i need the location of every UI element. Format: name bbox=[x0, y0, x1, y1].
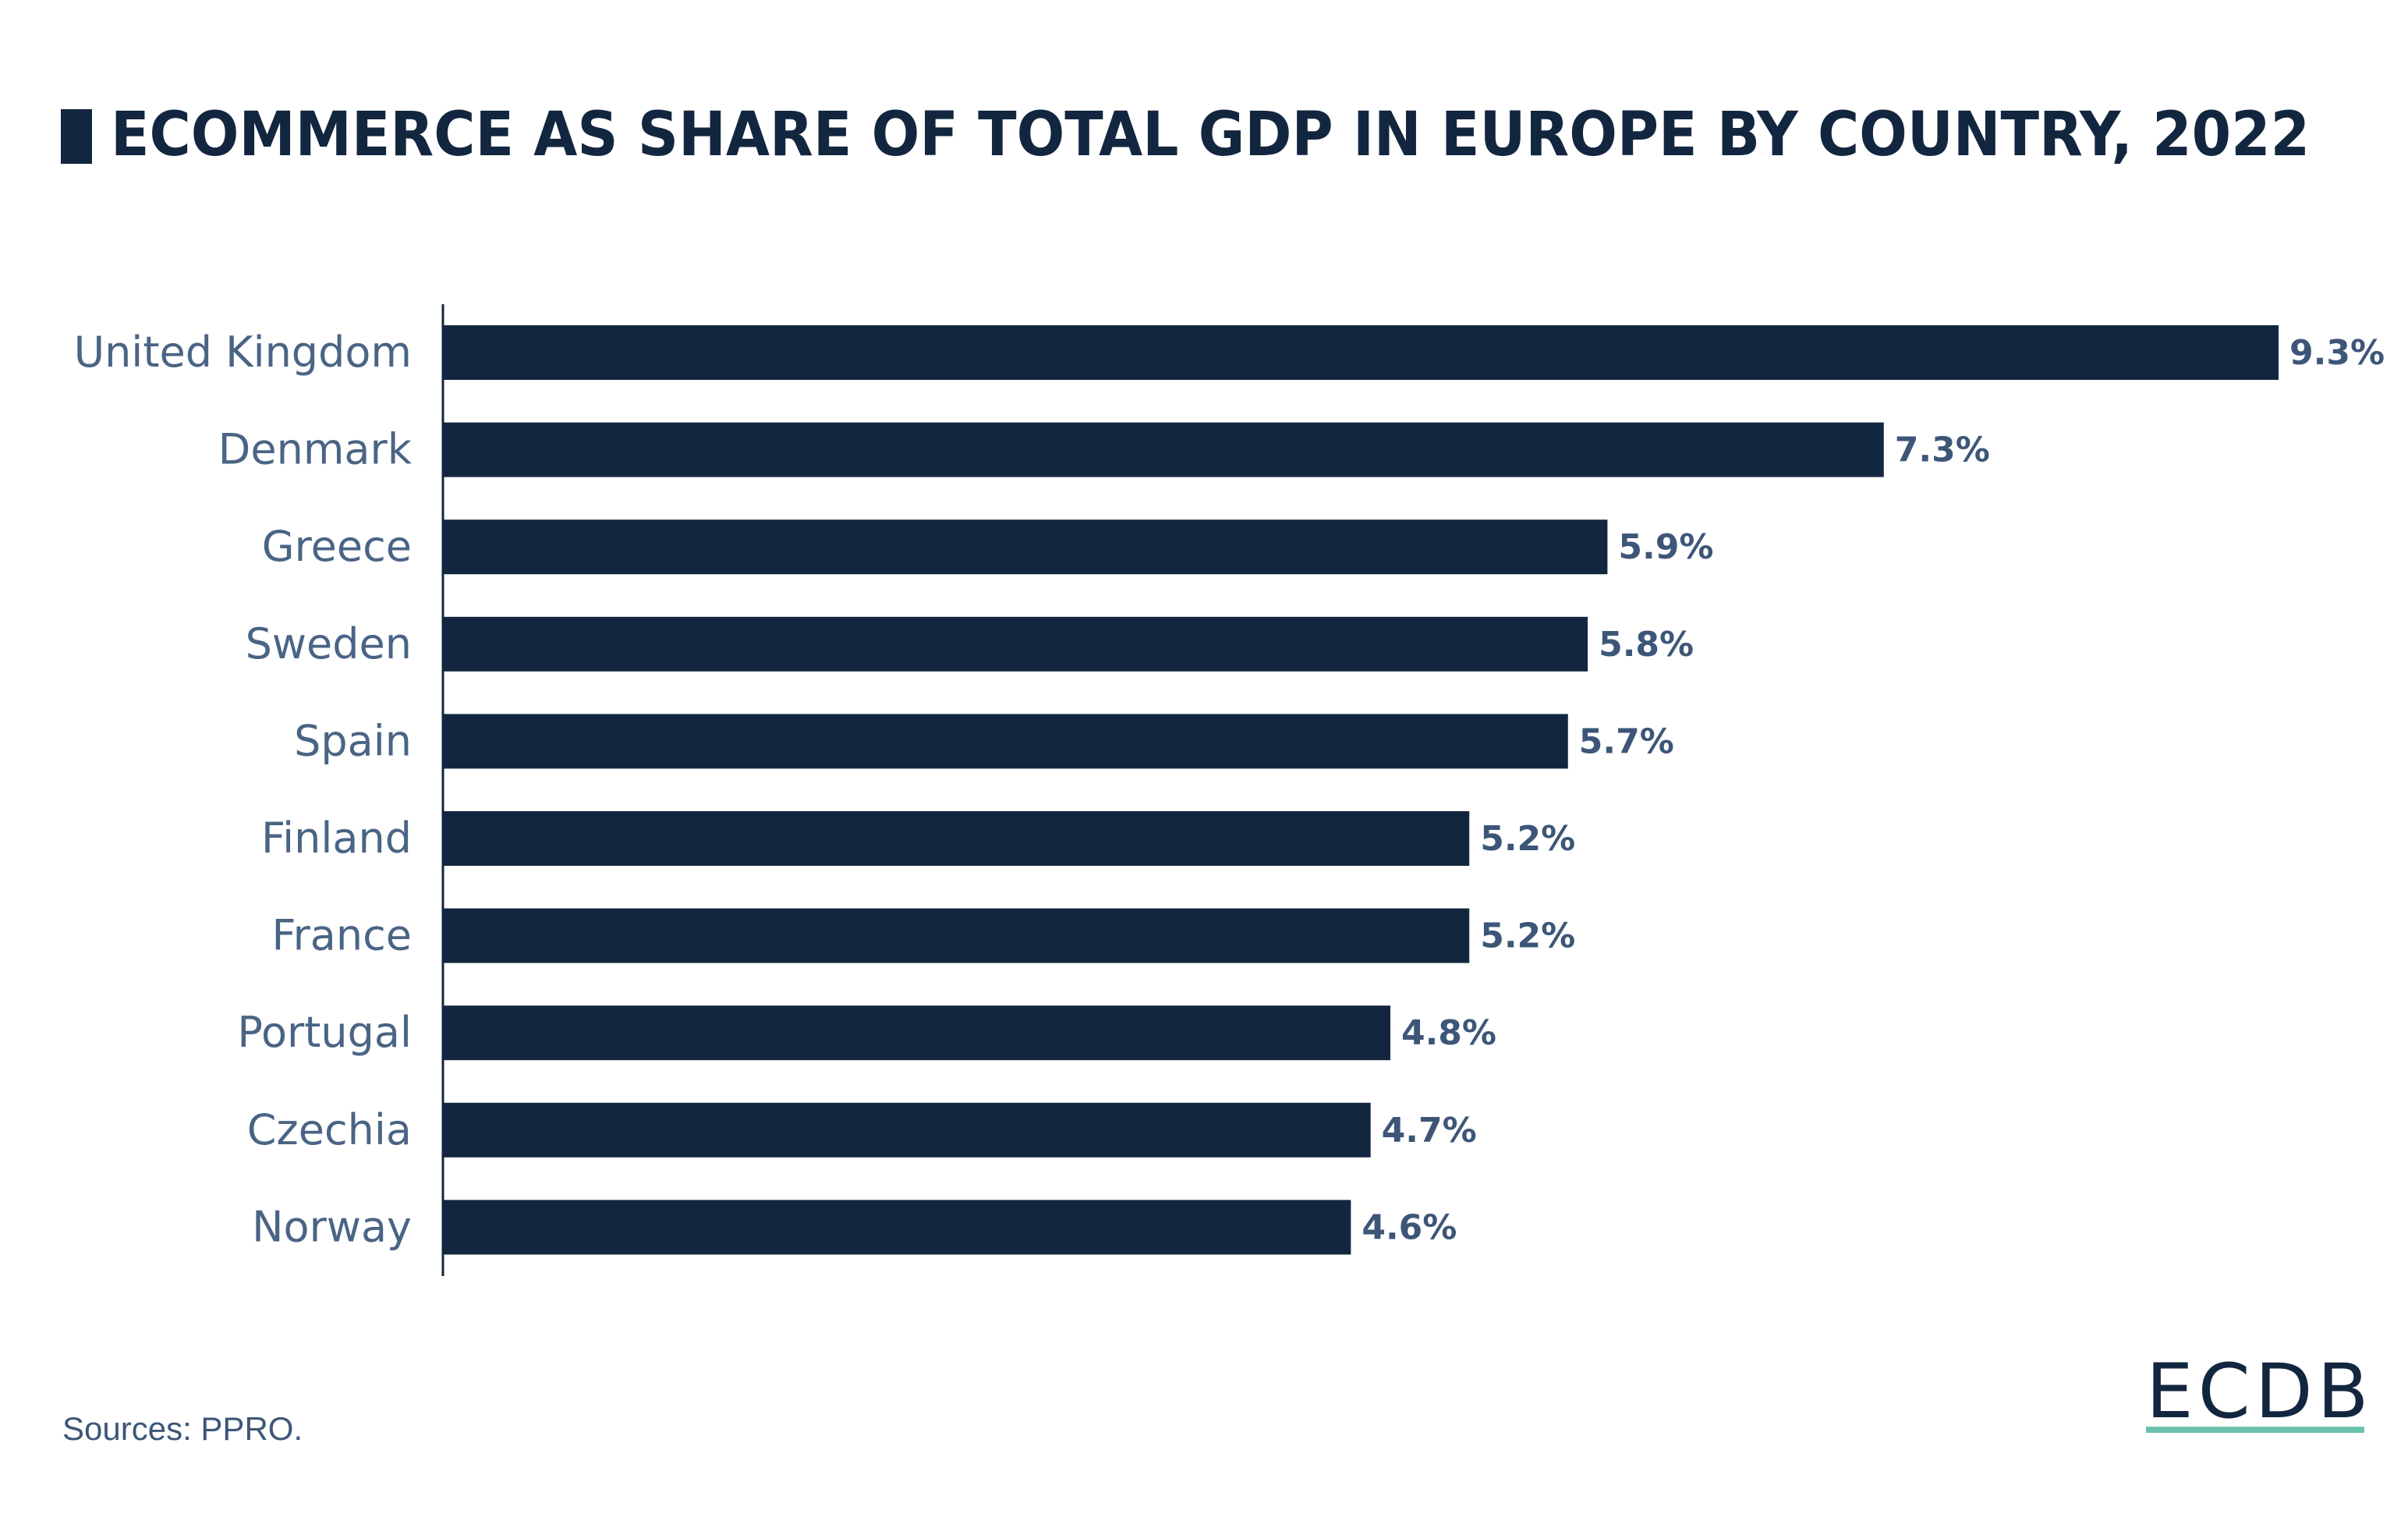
bar-czechia bbox=[443, 1102, 1371, 1158]
category-label: United Kingdom bbox=[74, 328, 412, 377]
bar-sweden bbox=[443, 616, 1588, 672]
category-label: Sweden bbox=[246, 619, 412, 668]
bar-finland bbox=[443, 811, 1470, 866]
value-label: 5.2% bbox=[1480, 916, 1575, 956]
category-label: Finland bbox=[261, 814, 412, 863]
bar-portugal bbox=[443, 1005, 1390, 1061]
bar-norway bbox=[443, 1200, 1351, 1255]
category-label: Greece bbox=[262, 522, 412, 571]
category-label: France bbox=[271, 911, 412, 960]
bar-france bbox=[443, 908, 1470, 963]
value-label: 5.2% bbox=[1480, 819, 1575, 859]
category-label: Portugal bbox=[237, 1008, 412, 1057]
value-label: 5.7% bbox=[1579, 722, 1674, 761]
value-label: 5.9% bbox=[1618, 527, 1713, 567]
category-label: Czechia bbox=[247, 1105, 412, 1154]
bar-denmark bbox=[443, 422, 1884, 477]
bar-greece bbox=[443, 519, 1608, 575]
category-label: Spain bbox=[294, 716, 412, 765]
title-marker bbox=[61, 109, 92, 164]
sources-note: Sources: PPRO. bbox=[62, 1410, 303, 1447]
value-label: 4.7% bbox=[1382, 1111, 1477, 1150]
ecdb-logo: ECDB bbox=[2146, 1348, 2374, 1435]
value-label: 9.3% bbox=[2289, 333, 2385, 373]
category-label: Norway bbox=[252, 1202, 412, 1251]
value-label: 4.6% bbox=[1362, 1207, 1457, 1247]
value-label: 5.8% bbox=[1599, 625, 1694, 665]
value-label: 7.3% bbox=[1895, 431, 1990, 470]
bar-spain bbox=[443, 714, 1568, 769]
bar-united-kingdom bbox=[443, 325, 2279, 380]
category-label: Denmark bbox=[218, 425, 413, 474]
value-label: 4.8% bbox=[1401, 1013, 1496, 1053]
logo-underline bbox=[2146, 1427, 2364, 1433]
chart-title: ECOMMERCE AS SHARE OF TOTAL GDP IN EUROP… bbox=[111, 100, 2311, 170]
